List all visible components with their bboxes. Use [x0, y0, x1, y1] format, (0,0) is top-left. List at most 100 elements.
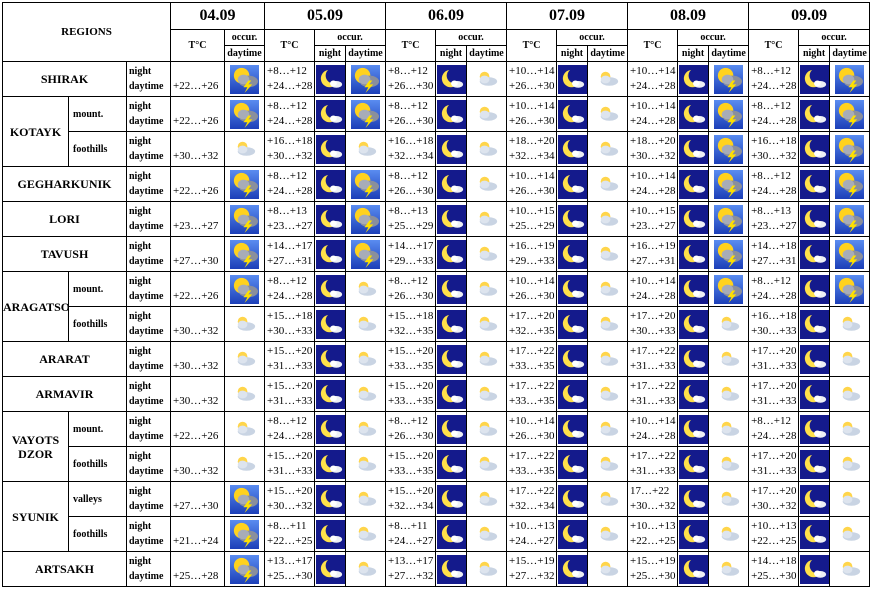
weather-icon [593, 239, 623, 269]
temperature: +8…+12 +24…+28 [264, 61, 315, 97]
weather-icon [436, 134, 466, 164]
temperature: +16…+18 +30…+32 [264, 131, 315, 167]
temp-night [173, 484, 224, 499]
date-header: 07.09 [506, 2, 629, 30]
night-icon [435, 236, 468, 272]
daytime-label: daytime [129, 466, 164, 477]
period-labels: night daytime [126, 341, 171, 377]
temp-day: +23…+27 [630, 220, 676, 232]
period-labels: night daytime [126, 61, 171, 97]
temp-night [173, 519, 224, 534]
subregion-name: mount. [68, 411, 127, 447]
night-icon [798, 446, 831, 482]
temp-night: +8…+12 [388, 275, 428, 287]
temperature: +10…+14 +26…+30 [506, 271, 558, 307]
temperature: +15…+18 +32…+35 [385, 306, 437, 342]
day-icon [466, 481, 508, 517]
temperature: +8…+12 +26…+30 [385, 271, 437, 307]
night-icon [798, 306, 831, 342]
temperature: +8…+12 +26…+30 [385, 166, 437, 202]
weather-icon [351, 99, 380, 129]
temp-day: +23…+27 [267, 220, 313, 232]
weather-icon [315, 134, 345, 164]
temp-night: +10…+14 [509, 275, 555, 287]
region-name: ARTSAKH [2, 551, 127, 587]
temp-night: +10…+14 [509, 100, 555, 112]
night-icon [556, 201, 589, 237]
weather-icon [557, 64, 587, 94]
night-icon [677, 166, 710, 202]
occur-header: occur. [556, 29, 629, 46]
weather-icon [315, 414, 345, 444]
weather-icon [593, 64, 623, 94]
date-header: 09.09 [748, 2, 871, 30]
weather-icon [230, 169, 259, 199]
day-icon [829, 96, 871, 132]
weather-icon [678, 484, 708, 514]
temp-day: +24…+28 [751, 430, 797, 442]
weather-icon [714, 274, 744, 304]
temperature: +21…+24 [170, 516, 225, 552]
temp-day: +30…+32 [267, 500, 313, 512]
day-icon [587, 201, 629, 237]
weather-icon [799, 274, 829, 304]
subregion-name: foothills [68, 131, 127, 167]
temp-day: +31…+33 [630, 465, 676, 477]
night-icon [798, 166, 831, 202]
temp-day: +24…+28 [751, 290, 797, 302]
weather-icon [799, 484, 829, 514]
day-icon [829, 411, 871, 447]
temp-night: +15…+20 [267, 345, 313, 357]
day-icon [344, 446, 387, 482]
weather-icon [835, 484, 865, 514]
weather-icon [799, 379, 829, 409]
night-icon [314, 376, 346, 412]
weather-icon [593, 414, 623, 444]
temp-day: +27…+31 [267, 255, 313, 267]
region-row: LORI night daytime +23…+27 +8…+13 +23…+27 +8…… [2, 201, 871, 237]
temp-night: +8…+11 [267, 520, 307, 532]
daytime-label: daytime [129, 571, 164, 582]
night-icon [798, 551, 831, 587]
weather-icon [799, 134, 829, 164]
day-icon [344, 551, 387, 587]
temp-night: +14…+18 [751, 555, 797, 567]
temp-day: +30…+32 [173, 395, 219, 407]
day-icon [224, 411, 265, 447]
temp-day: +22…+26 [173, 185, 219, 197]
night-icon [677, 516, 710, 552]
night-icon [556, 96, 589, 132]
weather-icon [835, 239, 865, 269]
temp-day: +29…+33 [388, 255, 434, 267]
weather-icon [557, 239, 587, 269]
temperature: +22…+26 [170, 271, 225, 307]
temp-night: +10…+14 [630, 415, 676, 427]
night-icon [798, 96, 831, 132]
night-icon [435, 551, 468, 587]
temp-header: T°C [170, 29, 225, 62]
weather-icon [714, 484, 744, 514]
temp-day: +24…+28 [630, 185, 676, 197]
daytime-header: daytime [224, 45, 265, 62]
day-icon [587, 516, 629, 552]
day-icon [224, 271, 265, 307]
night-icon [556, 516, 589, 552]
weather-icon [835, 519, 865, 549]
day-icon [344, 96, 387, 132]
temperature: +25…+28 [170, 551, 225, 587]
weather-icon [678, 554, 708, 584]
temperature: +8…+13 +23…+27 [264, 201, 315, 237]
weather-icon [351, 239, 380, 269]
weather-icon [315, 239, 345, 269]
daytime-header: daytime [344, 45, 387, 62]
temp-night: +10…+14 [630, 275, 676, 287]
temp-night: +10…+14 [509, 170, 555, 182]
temperature: +14…+17 +27…+31 [264, 236, 315, 272]
temperature: +13…+17 +27…+32 [385, 551, 437, 587]
temp-night: +8…+12 [388, 170, 428, 182]
day-icon [224, 61, 265, 97]
subregion-name: mount. [68, 271, 127, 307]
weather-icon [351, 274, 380, 304]
weather-icon [230, 484, 259, 514]
